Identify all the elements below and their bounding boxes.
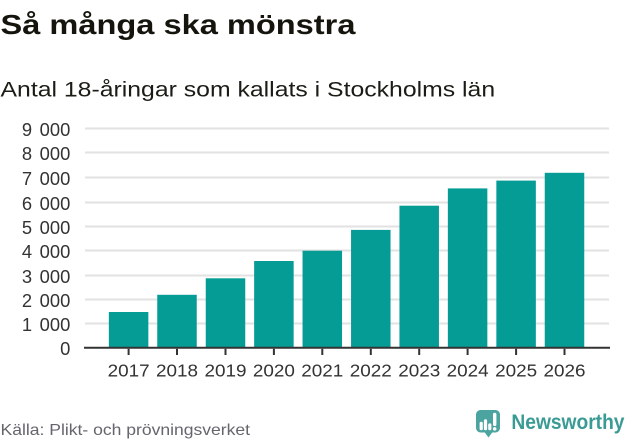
svg-text:Newsworthy: Newsworthy bbox=[511, 411, 625, 434]
svg-text:2 000: 2 000 bbox=[22, 291, 70, 311]
svg-text:8 000: 8 000 bbox=[22, 144, 70, 164]
svg-text:2017: 2017 bbox=[108, 360, 150, 380]
svg-text:2023: 2023 bbox=[398, 360, 440, 380]
svg-text:2022: 2022 bbox=[350, 360, 392, 380]
svg-text:1 000: 1 000 bbox=[22, 315, 70, 335]
svg-text:6 000: 6 000 bbox=[22, 194, 70, 214]
svg-text:2020: 2020 bbox=[253, 360, 295, 380]
svg-text:Så många ska mönstra: Så många ska mönstra bbox=[1, 9, 357, 40]
svg-text:3 000: 3 000 bbox=[22, 267, 70, 287]
svg-text:9 000: 9 000 bbox=[22, 120, 70, 140]
svg-text:2025: 2025 bbox=[495, 360, 537, 380]
svg-text:0: 0 bbox=[60, 339, 70, 359]
svg-text:2019: 2019 bbox=[204, 360, 246, 380]
svg-text:2021: 2021 bbox=[301, 360, 343, 380]
svg-text:2026: 2026 bbox=[543, 360, 585, 380]
svg-text:2018: 2018 bbox=[156, 360, 198, 380]
svg-text:Källa: Plikt- och prövningsver: Källa: Plikt- och prövningsverket bbox=[1, 421, 251, 439]
svg-text:5 000: 5 000 bbox=[22, 218, 70, 238]
svg-text:2024: 2024 bbox=[447, 360, 489, 380]
svg-text:Antal 18-åringar som kallats i: Antal 18-åringar som kallats i Stockholm… bbox=[1, 77, 496, 101]
svg-text:4 000: 4 000 bbox=[22, 242, 70, 262]
svg-text:7 000: 7 000 bbox=[22, 169, 70, 189]
